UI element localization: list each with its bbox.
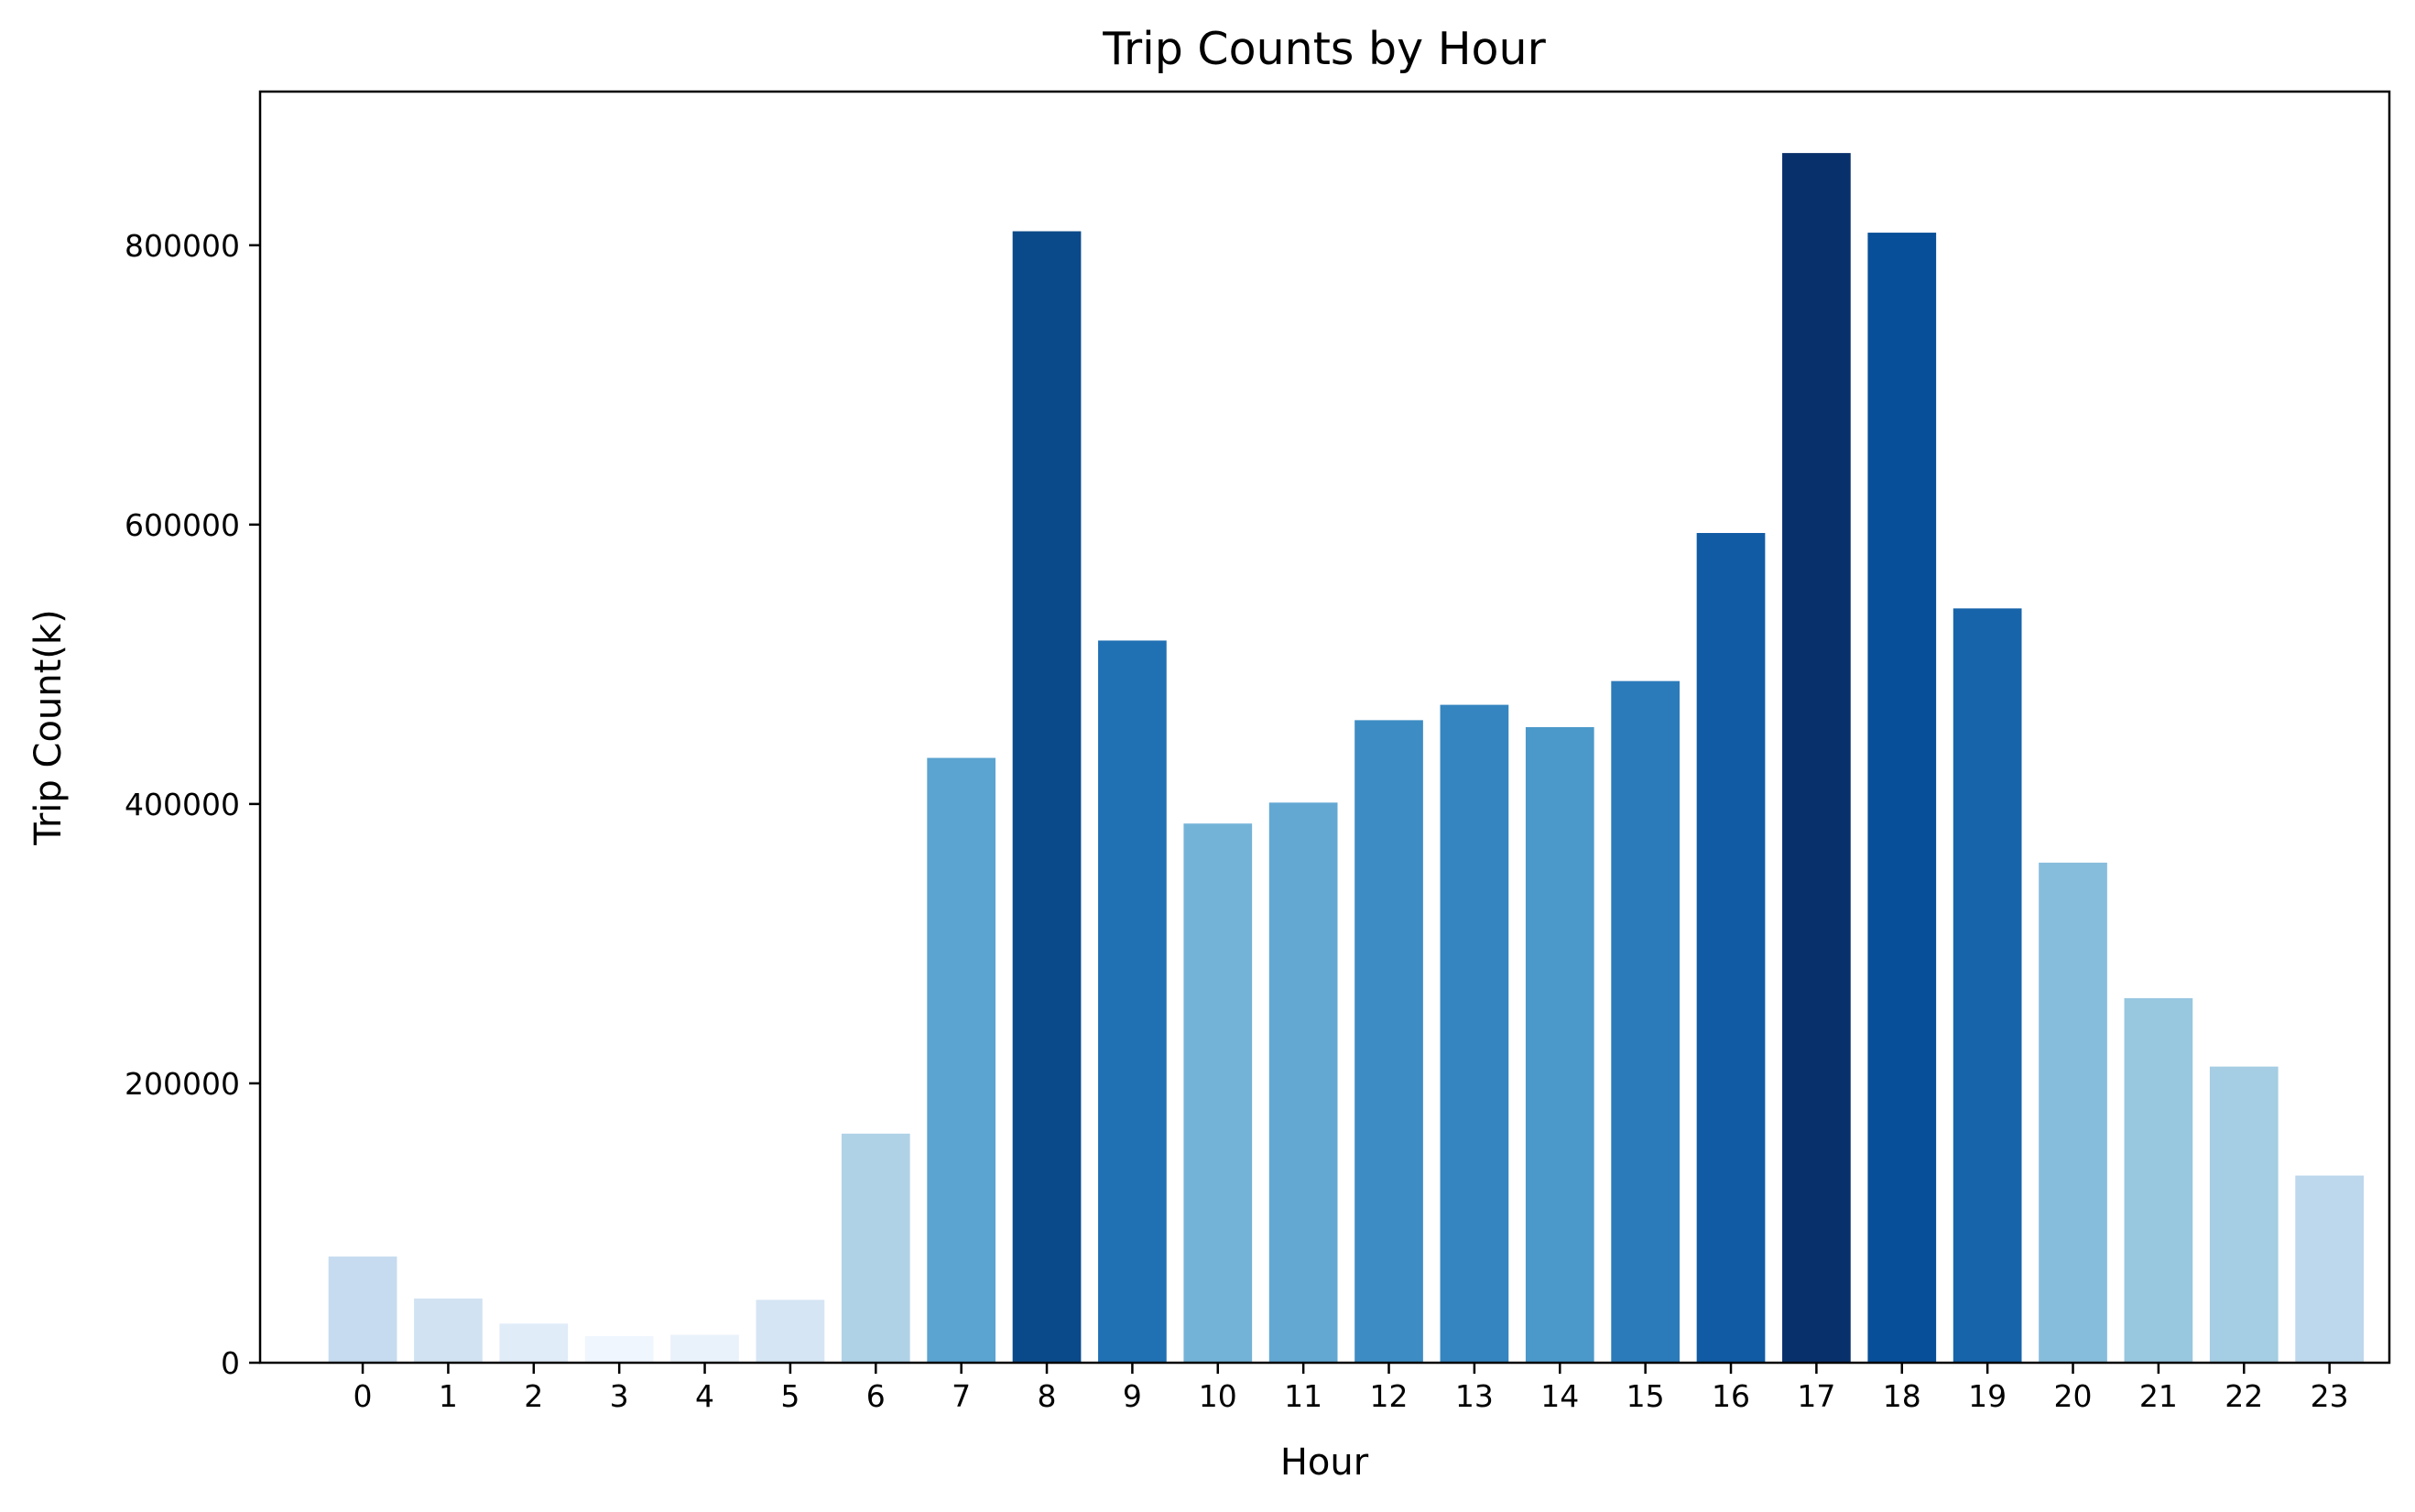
x-tick-label: 16 <box>1712 1378 1750 1414</box>
bar-hour-19 <box>1953 608 2022 1363</box>
bar-hour-20 <box>2039 862 2107 1363</box>
bar-hour-9 <box>1098 640 1167 1363</box>
bar-hour-7 <box>927 757 996 1363</box>
plot-frame <box>258 90 2391 1365</box>
bar-hour-10 <box>1183 823 1253 1363</box>
x-tick-label: 11 <box>1284 1378 1322 1414</box>
bar-hour-0 <box>328 1256 397 1363</box>
x-ticks-layer: 0 1 2 3 4 5 6 7 8 9 10 11 12 13 14 15 16 17 18 19 20 21 22 23 <box>354 1363 2349 1414</box>
bar-hour-15 <box>1611 680 1680 1363</box>
x-tick-label: 3 <box>610 1378 629 1414</box>
bar-hour-2 <box>499 1323 569 1363</box>
bar-hour-23 <box>2295 1175 2364 1363</box>
x-tick-label: 21 <box>2139 1378 2178 1414</box>
x-tick-label: 5 <box>780 1378 800 1414</box>
bar-hour-4 <box>670 1334 739 1363</box>
x-tick-label: 7 <box>952 1378 971 1414</box>
x-tick-label: 22 <box>2225 1378 2263 1414</box>
y-ticks-layer: 0 200000 400000 600000 800000 <box>125 228 260 1381</box>
bar-hour-11 <box>1268 802 1338 1363</box>
x-tick-label: 0 <box>354 1378 373 1414</box>
x-axis-label: Hour <box>1280 1441 1369 1484</box>
x-tick-label: 17 <box>1797 1378 1835 1414</box>
y-axis-label: Trip Count(k) <box>27 609 70 845</box>
bar-hour-18 <box>1867 233 1937 1364</box>
bar-hour-14 <box>1525 727 1594 1363</box>
x-tick-label: 6 <box>866 1378 886 1414</box>
bar-hour-22 <box>2209 1066 2279 1363</box>
bar-hour-12 <box>1354 720 1423 1363</box>
x-tick-label: 19 <box>1968 1378 2007 1414</box>
y-tick-label: 200000 <box>125 1066 240 1102</box>
bar-hour-17 <box>1782 153 1851 1364</box>
x-tick-label: 8 <box>1038 1378 1057 1414</box>
x-tick-label: 23 <box>2311 1378 2349 1414</box>
bar-hour-8 <box>1012 231 1082 1363</box>
x-tick-label: 14 <box>1540 1378 1579 1414</box>
bar-hour-21 <box>2124 997 2193 1363</box>
bar-hour-6 <box>841 1133 910 1363</box>
bar-hour-13 <box>1440 704 1509 1363</box>
y-tick-label: 600000 <box>125 507 240 543</box>
x-tick-label: 20 <box>2054 1378 2093 1414</box>
x-tick-label: 18 <box>1883 1378 1921 1414</box>
x-tick-label: 1 <box>439 1378 458 1414</box>
bar-hour-3 <box>584 1336 654 1363</box>
x-tick-label: 9 <box>1123 1378 1142 1414</box>
chart-title: Trip Counts by Hour <box>1102 23 1546 75</box>
y-tick-label: 0 <box>221 1345 240 1381</box>
x-tick-label: 12 <box>1370 1378 1409 1414</box>
x-tick-label: 15 <box>1626 1378 1665 1414</box>
y-tick-label: 800000 <box>125 228 240 264</box>
x-tick-label: 2 <box>524 1378 543 1414</box>
bar-hour-1 <box>414 1298 483 1363</box>
x-tick-label: 4 <box>695 1378 714 1414</box>
bar-hour-5 <box>756 1300 825 1363</box>
x-tick-label: 10 <box>1199 1378 1237 1414</box>
bars-layer <box>328 153 2364 1364</box>
x-tick-label: 13 <box>1455 1378 1494 1414</box>
bar-hour-16 <box>1696 532 1766 1363</box>
y-tick-label: 400000 <box>125 787 240 822</box>
